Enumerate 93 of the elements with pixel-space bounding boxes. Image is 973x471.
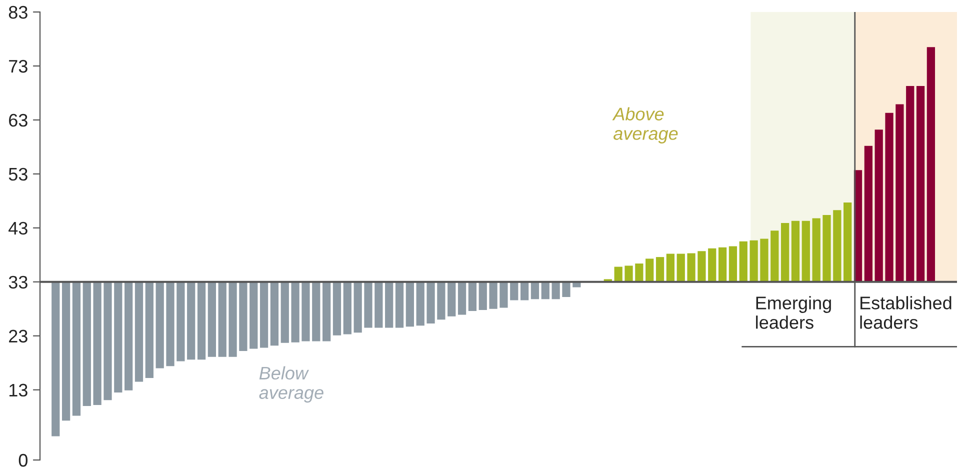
bar bbox=[426, 282, 435, 324]
bar bbox=[624, 266, 633, 282]
bar bbox=[926, 47, 936, 282]
bar bbox=[458, 282, 466, 315]
bar bbox=[145, 282, 154, 378]
bar bbox=[885, 112, 894, 282]
bar bbox=[197, 282, 206, 360]
bar bbox=[52, 282, 60, 436]
bar bbox=[906, 86, 914, 282]
bar bbox=[354, 282, 362, 333]
bar bbox=[416, 282, 424, 326]
y-tick-label: 33 bbox=[8, 276, 28, 289]
bar bbox=[187, 282, 196, 360]
bar bbox=[228, 282, 237, 357]
bar bbox=[687, 253, 696, 282]
bar bbox=[218, 282, 226, 357]
y-tick-label: 23 bbox=[9, 330, 28, 343]
bar bbox=[166, 282, 174, 366]
bar bbox=[708, 248, 716, 282]
bar bbox=[781, 223, 790, 282]
bar bbox=[770, 230, 779, 282]
bar bbox=[364, 282, 372, 328]
bar bbox=[760, 238, 768, 282]
bar bbox=[448, 282, 456, 316]
bar bbox=[134, 282, 144, 382]
bar bbox=[552, 282, 560, 300]
bar bbox=[82, 282, 91, 406]
bar bbox=[395, 282, 404, 328]
bar bbox=[114, 282, 122, 393]
annotation: Above average bbox=[612, 107, 678, 144]
bar bbox=[332, 282, 342, 336]
bar bbox=[739, 241, 748, 282]
bar bbox=[791, 220, 800, 282]
bar bbox=[676, 254, 685, 282]
bar bbox=[656, 257, 664, 282]
bar bbox=[72, 282, 81, 416]
bar bbox=[478, 282, 487, 310]
bar bbox=[718, 247, 727, 282]
bar bbox=[239, 282, 248, 351]
bar bbox=[614, 266, 622, 282]
bar bbox=[833, 210, 842, 282]
bar bbox=[468, 282, 477, 312]
bar bbox=[250, 282, 258, 349]
y-tick-label: 53 bbox=[8, 168, 28, 181]
y-tick-label: 73 bbox=[9, 60, 28, 73]
bar bbox=[260, 282, 268, 348]
bar bbox=[750, 240, 758, 282]
bar bbox=[822, 214, 831, 282]
y-tick-label: 83 bbox=[8, 6, 28, 19]
bar bbox=[406, 282, 414, 327]
annotation: Emerging leaders bbox=[756, 296, 831, 329]
bar bbox=[874, 130, 883, 282]
bar bbox=[156, 282, 164, 368]
bar bbox=[270, 282, 279, 346]
bar bbox=[500, 282, 508, 308]
bar bbox=[312, 282, 320, 342]
bar bbox=[520, 282, 529, 300]
bar bbox=[343, 282, 352, 334]
y-tick-label: 13 bbox=[9, 384, 28, 397]
bar bbox=[280, 282, 289, 343]
bar bbox=[530, 282, 540, 300]
bar bbox=[489, 282, 498, 309]
bar bbox=[291, 282, 300, 342]
bar bbox=[562, 282, 570, 297]
bar bbox=[916, 86, 925, 282]
bar bbox=[541, 282, 550, 300]
annotation: Established leaders bbox=[860, 296, 952, 329]
y-tick-label: 43 bbox=[8, 222, 28, 235]
bar bbox=[896, 104, 904, 282]
bar bbox=[124, 282, 133, 390]
bar bbox=[208, 282, 216, 357]
bar bbox=[510, 282, 518, 300]
bar bbox=[176, 282, 185, 362]
y-tick-label: 63 bbox=[9, 114, 28, 127]
bar bbox=[385, 282, 394, 328]
bar bbox=[635, 264, 644, 282]
bar bbox=[864, 146, 872, 282]
bar bbox=[62, 282, 70, 421]
bar bbox=[844, 202, 852, 282]
bar bbox=[93, 282, 102, 405]
bar bbox=[812, 218, 820, 282]
bar bbox=[698, 251, 706, 282]
annotation: Below average bbox=[259, 366, 324, 403]
y-tick-label: 0 bbox=[18, 454, 28, 467]
bar bbox=[646, 258, 654, 282]
bar bbox=[104, 282, 112, 400]
bar bbox=[302, 282, 310, 342]
bar bbox=[802, 220, 810, 282]
bar bbox=[728, 246, 738, 282]
bar bbox=[322, 282, 331, 342]
bar bbox=[437, 282, 446, 320]
bar bbox=[374, 282, 383, 328]
bar bbox=[666, 254, 674, 282]
